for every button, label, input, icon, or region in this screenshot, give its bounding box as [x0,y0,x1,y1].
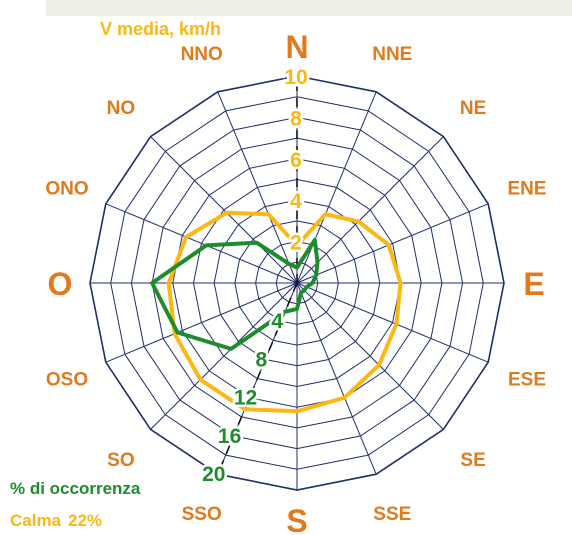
direction-label: E [523,266,544,302]
direction-label: S [286,503,307,535]
occurrence-tick-label: 4 [271,310,283,333]
speed-tick-label: 4 [290,190,302,213]
grid-spoke [105,203,298,284]
grid-spoke [150,136,298,284]
direction-label: NNE [372,44,412,65]
grid-spoke [296,282,489,363]
top-band [46,0,572,16]
direction-label: ONO [45,179,88,200]
direction-label: SSE [373,504,411,525]
grid-spoke [150,282,298,430]
direction-labels: N NNE NE ENE E ESE SE SSE S SSO SO OSO O ONO NO NNO [45,29,546,535]
speed-tick-label: 2 [290,232,302,255]
grid-spoke [296,203,489,284]
direction-label: NE [460,98,486,119]
speed-axis-title: V media, km/h [100,19,221,39]
grid-spoke [296,282,444,430]
grid-spoke [105,282,298,363]
direction-label: NO [107,98,136,119]
grid-spoke [217,91,298,284]
direction-label: OSO [46,369,88,390]
direction-label: O [48,266,73,302]
polar-grid [89,75,505,491]
speed-tick-label: 10 [284,66,307,89]
grid-spoke [296,136,444,284]
occurrence-axis-title: % di occorrenza [10,479,141,498]
speed-tick-label: 8 [290,107,302,130]
direction-label: SO [107,450,134,471]
occurrence-tick-label: 16 [218,425,241,448]
series-lines [150,210,403,414]
direction-label: SSO [182,504,222,525]
direction-label: NNO [181,44,223,65]
occurrence-tick-label: 12 [234,387,257,410]
occurrence-tick-label: 8 [255,349,267,372]
direction-label: N [285,29,308,65]
calm-value: 22% [68,511,102,530]
speed-tick-label: 6 [290,149,302,172]
occurrence-series-line [150,238,320,351]
occurrence-tick-label: 20 [202,463,225,486]
direction-label: ESE [508,369,546,390]
direction-label: ENE [507,179,546,200]
calm-label: Calma [10,511,62,530]
direction-label: SE [460,450,485,471]
speed-series-line [166,210,403,414]
grid-spoke [296,282,377,475]
grid-spoke [296,91,377,284]
